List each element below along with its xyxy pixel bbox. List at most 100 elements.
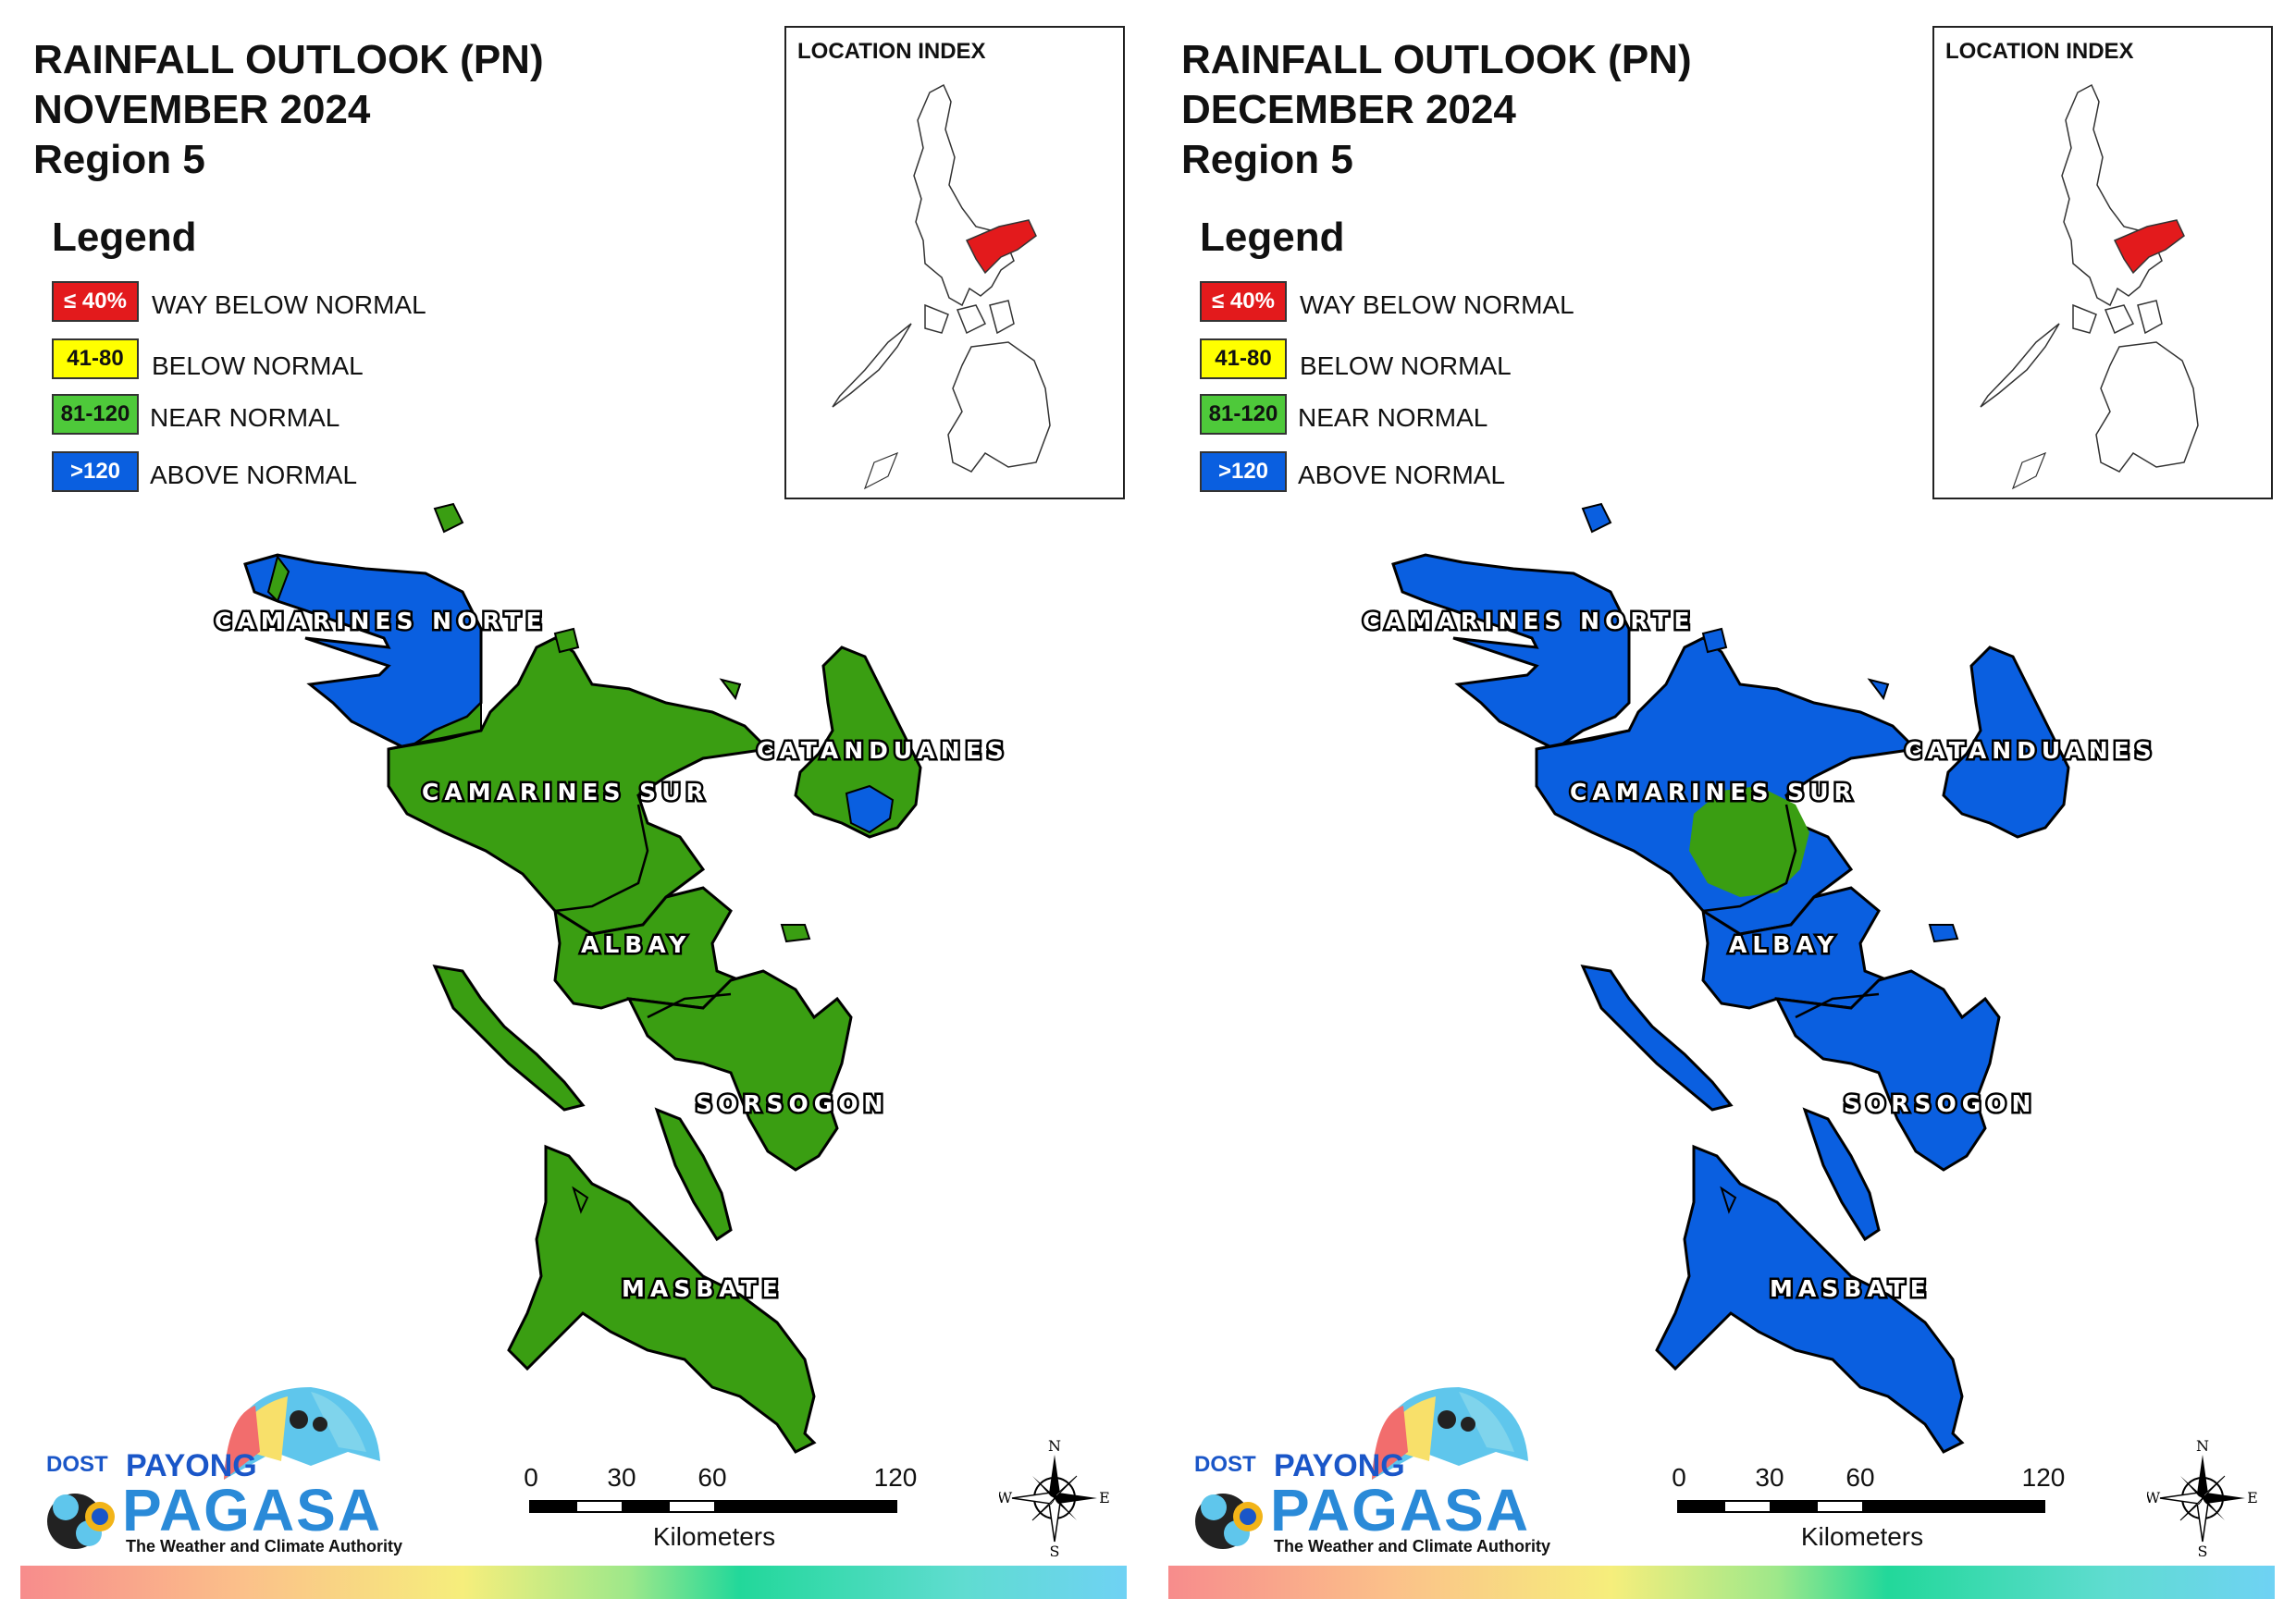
province-label: CAMARINES SUR — [1570, 779, 1858, 805]
compass-n: N — [2196, 1438, 2209, 1455]
legend-swatch: >120 — [1200, 451, 1287, 492]
logo-payong: PAYONG — [1274, 1448, 1405, 1483]
location-index-inset: LOCATION INDEX — [784, 26, 1125, 499]
philippines-outline — [1980, 83, 2199, 490]
province-masbate — [1655, 1144, 1965, 1454]
north-arrow: N S W E — [2145, 1437, 2258, 1560]
province-camarines-sur — [1535, 636, 1920, 936]
province-label: CATANDUANES — [757, 737, 1009, 764]
compass-e: E — [2247, 1489, 2258, 1506]
title-line-1: RAINFALL OUTLOOK (PN) — [1181, 37, 1692, 82]
legend-swatch: ≤ 40% — [1200, 281, 1287, 322]
compass-s: S — [2198, 1543, 2208, 1558]
legend-swatch: 41-80 — [52, 338, 139, 379]
map-title: RAINFALL OUTLOOK (PN) NOVEMBER 2024 Regi… — [33, 35, 544, 185]
province-sorsogon — [1774, 969, 2001, 1172]
scale-tick: 120 — [873, 1463, 918, 1492]
province-label: CAMARINES NORTE — [215, 608, 548, 634]
zone-above-normal-catanduanes — [845, 784, 895, 834]
province-label: SORSOGON — [696, 1090, 888, 1117]
legend-label: NEAR NORMAL — [1298, 403, 1488, 432]
province-label: MASBATE — [1770, 1275, 1932, 1302]
province-camarines-norte — [1391, 553, 1631, 751]
region5-map: CAMARINES NORTE CAMARINES SUR CATANDUANE… — [213, 502, 1009, 1454]
logo-pagasa: PAGASA — [122, 1477, 383, 1543]
compass-s: S — [1050, 1543, 1060, 1558]
province-label: CAMARINES SUR — [422, 779, 710, 805]
logo-tagline: The Weather and Climate Authority — [126, 1537, 403, 1555]
province-label: ALBAY — [1729, 931, 1839, 958]
logo-dost: DOST — [1194, 1452, 1256, 1477]
philippines-outline — [832, 83, 1051, 490]
region5-map: CAMARINES NORTE CAMARINES SUR CATANDUANE… — [1361, 502, 2157, 1454]
logo-pagasa: PAGASA — [1270, 1477, 1531, 1543]
gradient-footer-bar — [20, 1566, 1127, 1599]
province-masbate — [507, 1144, 817, 1454]
umbrella-logo-icon — [1195, 1387, 1528, 1549]
north-arrow: N S W E — [997, 1437, 1110, 1560]
scale-bar: 0 30 60 120 Kilometers — [1672, 1463, 2065, 1574]
logo-dost: DOST — [46, 1452, 108, 1477]
umbrella-logo-icon — [47, 1387, 380, 1549]
compass-rose-icon: N S W E — [997, 1437, 1110, 1560]
province-label: CATANDUANES — [1905, 737, 2157, 764]
logo-tagline: The Weather and Climate Authority — [1274, 1537, 1551, 1555]
legend-title: Legend — [52, 215, 197, 260]
province-label: ALBAY — [581, 931, 691, 958]
scale-tick: 0 — [524, 1463, 538, 1492]
scale-tick: 60 — [697, 1463, 727, 1492]
pagasa-logo: DOST PAYONG PAGASA The Weather and Clima… — [1181, 1387, 1551, 1563]
legend-title: Legend — [1200, 215, 1345, 260]
legend-label: ABOVE NORMAL — [1298, 461, 1506, 489]
legend-swatch: >120 — [52, 451, 139, 492]
scale-tick: 30 — [1755, 1463, 1784, 1492]
legend-label: BELOW NORMAL — [1300, 351, 1512, 380]
scale-tick: 30 — [607, 1463, 636, 1492]
legend-swatch: 81-120 — [52, 394, 139, 435]
legend-swatch: ≤ 40% — [52, 281, 139, 322]
inset-title: LOCATION INDEX — [797, 39, 986, 64]
title-line-2: NOVEMBER 2024 — [33, 87, 371, 132]
province-label: CAMARINES NORTE — [1363, 608, 1696, 634]
compass-e: E — [1099, 1489, 1110, 1506]
outlook-panel-december: RAINFALL OUTLOOK (PN) DECEMBER 2024 Regi… — [1148, 0, 2296, 1623]
compass-n: N — [1048, 1438, 1061, 1455]
scale-tick: 60 — [1845, 1463, 1875, 1492]
province-sorsogon — [626, 969, 853, 1172]
scale-tick: 120 — [2021, 1463, 2066, 1492]
province-catanduanes — [794, 646, 922, 839]
scale-bar: 0 30 60 120 Kilometers — [524, 1463, 917, 1574]
legend-label: WAY BELOW NORMAL — [1300, 290, 1574, 319]
scale-tick: 0 — [1672, 1463, 1686, 1492]
title-line-2: DECEMBER 2024 — [1181, 87, 1516, 132]
location-index-inset: LOCATION INDEX — [1932, 26, 2273, 499]
compass-w: W — [2147, 1489, 2161, 1506]
pagasa-logo: DOST PAYONG PAGASA The Weather and Clima… — [33, 1387, 403, 1563]
province-label: MASBATE — [622, 1275, 784, 1302]
scale-units: Kilometers — [1800, 1522, 1924, 1551]
zone-near-normal-central — [1689, 786, 1809, 897]
legend-label: BELOW NORMAL — [152, 351, 364, 380]
map-title: RAINFALL OUTLOOK (PN) DECEMBER 2024 Regi… — [1181, 35, 1692, 185]
region5-highlight — [965, 219, 1037, 275]
inset-title: LOCATION INDEX — [1945, 39, 2134, 64]
gradient-footer-bar — [1168, 1566, 2275, 1599]
legend-swatch: 81-120 — [1200, 394, 1287, 435]
province-catanduanes — [1942, 646, 2070, 839]
compass-w: W — [999, 1489, 1013, 1506]
outlook-panel-november: RAINFALL OUTLOOK (PN) NOVEMBER 2024 Regi… — [20, 26, 1127, 1599]
region5-highlight — [2113, 219, 2185, 275]
province-label: SORSOGON — [1844, 1090, 2036, 1117]
logo-payong: PAYONG — [126, 1448, 257, 1483]
scale-units: Kilometers — [652, 1522, 776, 1551]
province-camarines-sur — [387, 636, 772, 936]
legend-label: NEAR NORMAL — [150, 403, 340, 432]
title-line-1: RAINFALL OUTLOOK (PN) — [33, 37, 544, 82]
legend-label: ABOVE NORMAL — [150, 461, 358, 489]
compass-rose-icon: N S W E — [2145, 1437, 2258, 1560]
legend-label: WAY BELOW NORMAL — [152, 290, 426, 319]
title-line-3: Region 5 — [33, 137, 205, 182]
province-camarines-norte — [243, 553, 483, 751]
legend-swatch: 41-80 — [1200, 338, 1287, 379]
title-line-3: Region 5 — [1181, 137, 1353, 182]
